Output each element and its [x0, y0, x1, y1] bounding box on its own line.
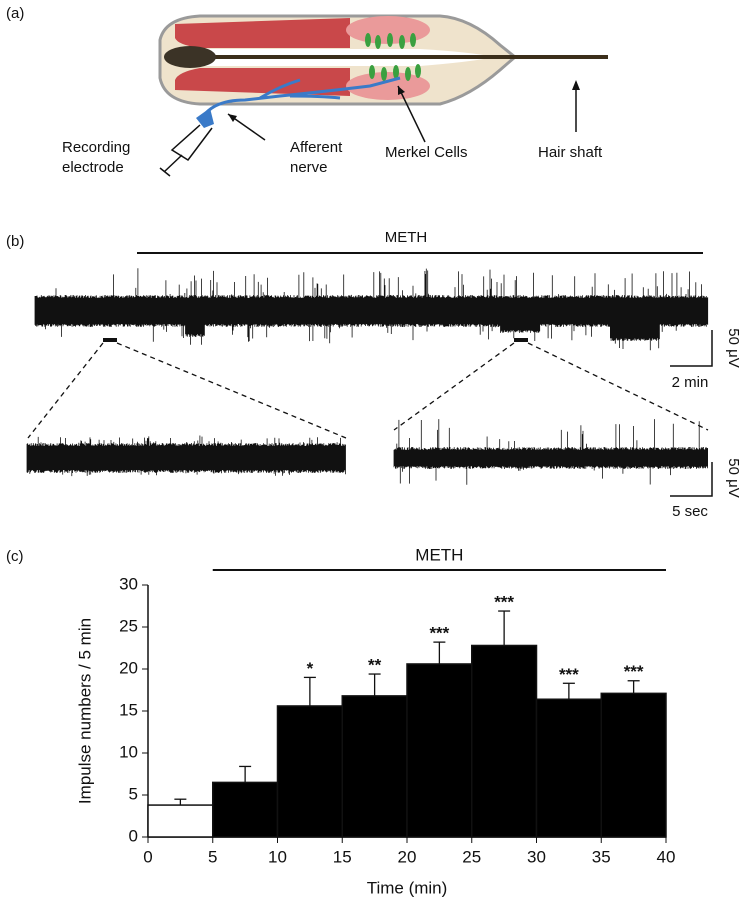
x-tick-label: 15: [333, 847, 352, 866]
zoom-marker: [514, 338, 528, 342]
diagram-label: Hair shaft: [538, 144, 603, 161]
diagram-label: electrode: [62, 159, 124, 176]
y-tick-label: 0: [129, 826, 138, 845]
bar-chart: 0 5 10 15 20 25 30 0 5 10 15 20 25 30 35 40 Time (min) Im…: [75, 545, 675, 897]
x-tick-label: 0: [143, 847, 152, 866]
y-tick-label: 5: [129, 784, 138, 803]
treatment-label: METH: [415, 545, 463, 564]
x-tick-label: 35: [592, 847, 611, 866]
trace: [34, 268, 709, 351]
x-tick-label: 20: [398, 847, 417, 866]
significance-label: ***: [429, 624, 449, 643]
significance-label: ***: [559, 665, 579, 684]
y-tick-label: 25: [119, 616, 138, 635]
scale-label: 50 μV: [725, 458, 742, 498]
y-axis-label: Impulse numbers / 5 min: [75, 618, 94, 804]
significance-label: ***: [494, 593, 514, 612]
y-tick-label: 20: [119, 658, 138, 677]
x-tick-label: 30: [527, 847, 546, 866]
scale-label: 5 sec: [672, 503, 708, 520]
bar: [276, 705, 343, 838]
y-tick-label: 10: [119, 742, 138, 761]
diagram-label: nerve: [290, 159, 328, 176]
diagram-label: Afferent: [290, 139, 343, 156]
trace: [393, 419, 708, 485]
scale-bar: [670, 330, 713, 367]
x-tick-label: 40: [657, 847, 676, 866]
bar: [471, 644, 538, 838]
bar: [535, 698, 602, 838]
follicle-diagram: [158, 14, 608, 177]
panel-label: (c): [6, 548, 24, 565]
panel-label: (b): [6, 233, 24, 250]
scale-bar: [670, 462, 713, 497]
zoom-marker: [103, 338, 117, 342]
trace: [26, 435, 346, 477]
significance-label: ***: [624, 662, 644, 681]
y-tick-label: 15: [119, 700, 138, 719]
diagram-label: Recording: [62, 139, 130, 156]
zoom-lines: [27, 342, 709, 439]
x-axis-label: Time (min): [367, 878, 448, 897]
significance-label: *: [307, 659, 314, 678]
treatment-label: METH: [385, 229, 428, 246]
y-tick-label: 30: [119, 574, 138, 593]
x-tick-label: 25: [462, 847, 481, 866]
panel-label: (a): [6, 5, 24, 22]
bar: [341, 695, 408, 838]
x-tick-label: 10: [268, 847, 287, 866]
scale-label: 50 μV: [725, 328, 742, 368]
bar: [212, 781, 279, 838]
scale-label: 2 min: [672, 374, 709, 391]
traces: [26, 268, 709, 485]
bar: [147, 804, 214, 838]
bar: [600, 692, 667, 838]
bar: [406, 663, 473, 838]
x-tick-label: 5: [208, 847, 217, 866]
diagram-label: Merkel Cells: [385, 144, 468, 161]
significance-label: **: [368, 656, 382, 675]
